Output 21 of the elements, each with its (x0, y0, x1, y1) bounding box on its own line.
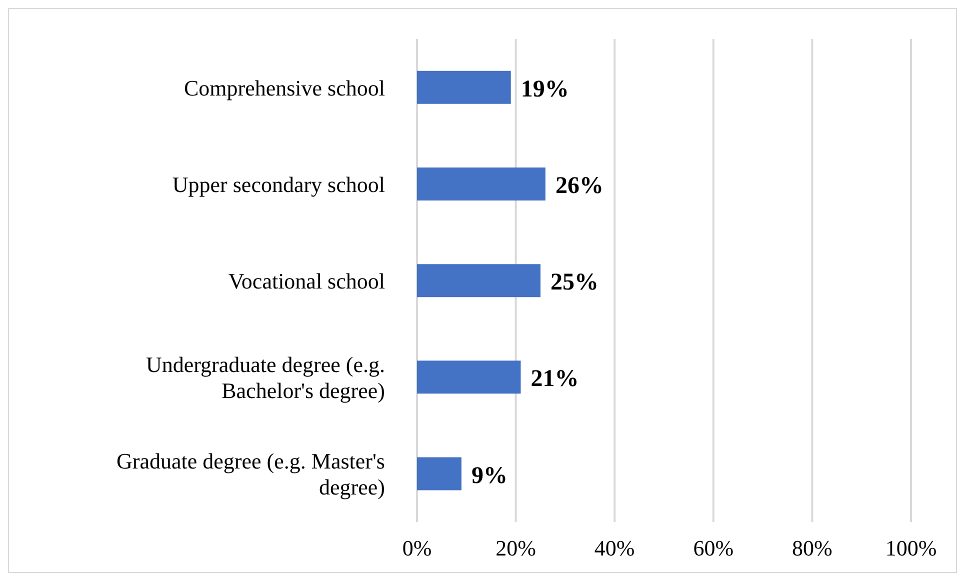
bar (417, 264, 540, 298)
data-label: 19% (520, 76, 569, 102)
x-tick-label: 80% (792, 536, 832, 561)
x-tick-label: 40% (594, 536, 635, 561)
bar (417, 70, 511, 104)
bar (417, 167, 546, 200)
y-tick-label: Graduate degree (e.g. Master's degree) (116, 448, 385, 500)
y-tick-label: Vocational school (228, 268, 385, 293)
y-tick-label: Undergraduate degree (e.g. Bachelor's degree) (146, 352, 385, 403)
data-label: 26% (555, 172, 604, 199)
x-tick-label: 20% (496, 536, 536, 561)
x-tick-label: 100% (885, 536, 937, 561)
bar (417, 360, 521, 394)
data-label: 21% (530, 366, 579, 392)
data-label: 25% (550, 270, 598, 296)
y-tick-label: Upper secondary school (172, 171, 385, 196)
x-tick-label: 0% (402, 536, 432, 561)
data-label: 9% (471, 462, 508, 489)
bar (417, 457, 462, 490)
y-tick-label: Comprehensive school (184, 74, 385, 100)
x-tick-label: 60% (693, 536, 734, 561)
